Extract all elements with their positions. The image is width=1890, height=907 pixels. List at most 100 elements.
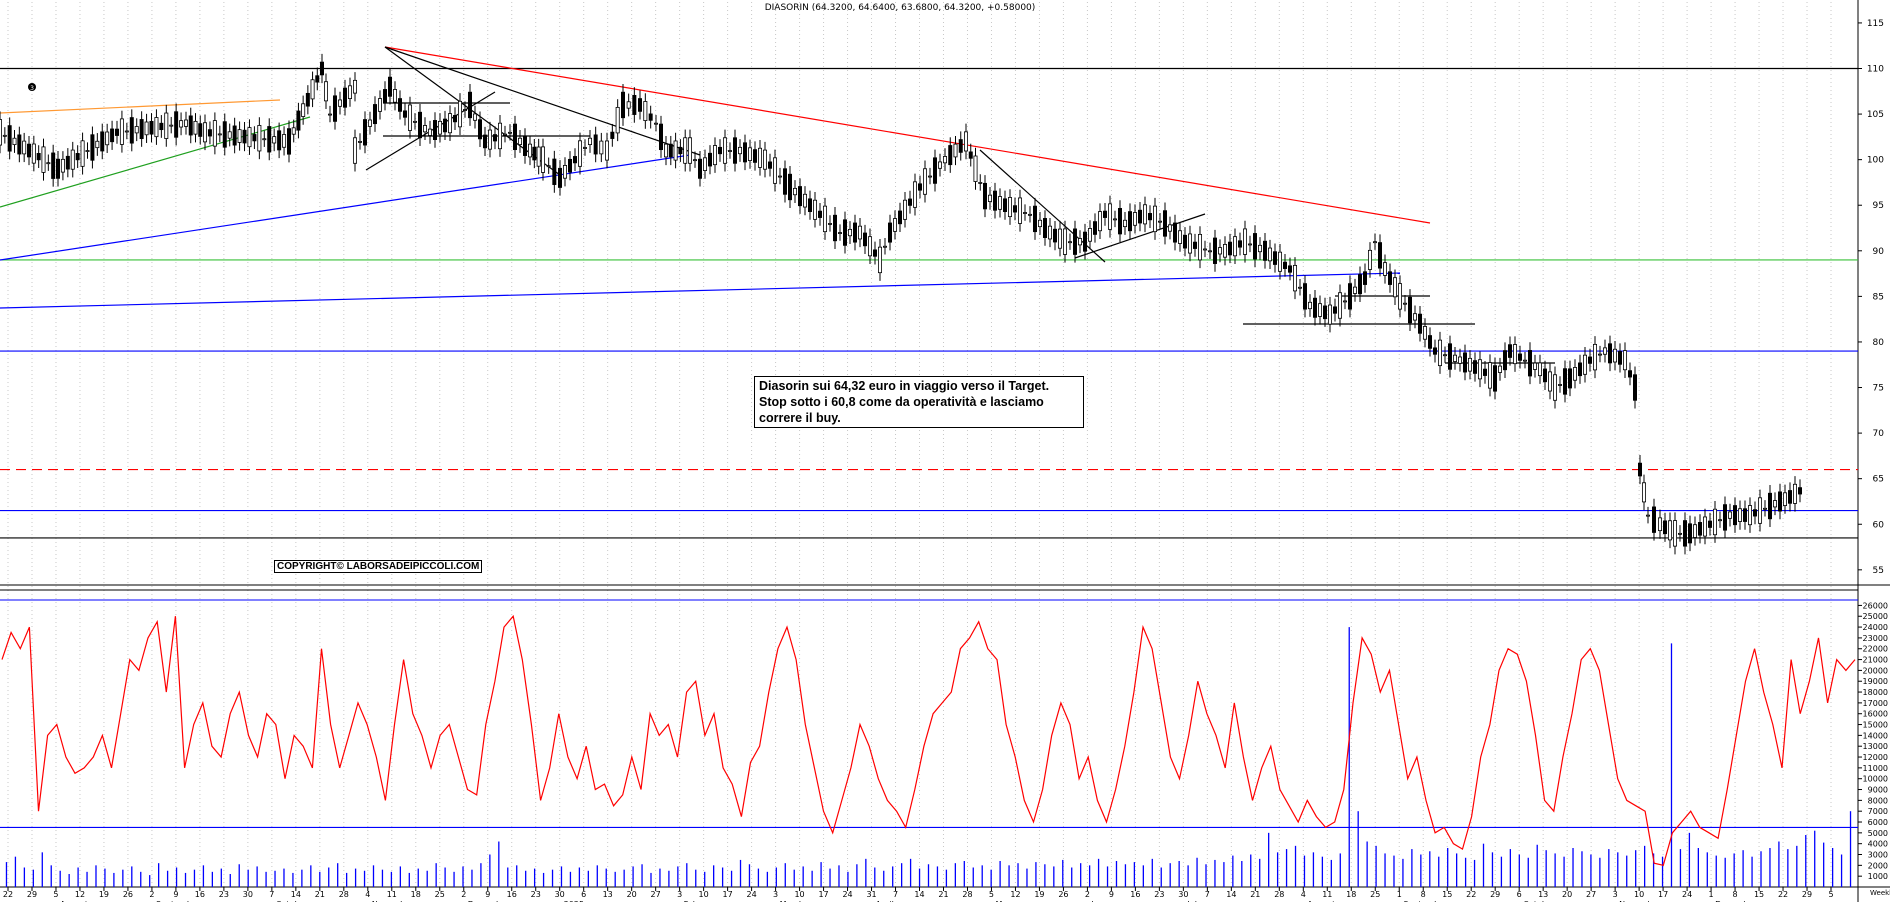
candle-body bbox=[342, 87, 347, 108]
candle-body bbox=[1138, 209, 1143, 224]
candle-body bbox=[347, 85, 352, 99]
date-tick-label: 2 bbox=[149, 890, 154, 899]
candle-body bbox=[1553, 374, 1558, 401]
candle-body bbox=[1708, 520, 1713, 528]
volume-tick-label: 16000 bbox=[1863, 710, 1888, 719]
candle-body bbox=[659, 123, 664, 151]
volume-tick-label: 1000 bbox=[1868, 872, 1888, 881]
candle-body bbox=[377, 98, 382, 112]
candle-body bbox=[272, 136, 277, 144]
date-tick-label: 2 bbox=[461, 890, 466, 899]
date-tick-label: 28 bbox=[962, 890, 972, 899]
candle-body bbox=[1563, 368, 1568, 395]
candle-body bbox=[7, 125, 12, 152]
candle-body bbox=[1008, 197, 1013, 218]
candle-body bbox=[1638, 462, 1643, 477]
date-tick-label: 24 bbox=[842, 890, 852, 899]
candle-body bbox=[1373, 241, 1378, 244]
candle-body bbox=[673, 140, 678, 161]
candle-body bbox=[1448, 343, 1453, 370]
candle-body bbox=[1313, 297, 1318, 318]
candle-body bbox=[723, 137, 728, 164]
candle-body bbox=[1663, 520, 1668, 535]
candle-body bbox=[1188, 233, 1193, 254]
candle-body bbox=[472, 113, 477, 121]
candle-body bbox=[1038, 219, 1043, 228]
candle-body bbox=[838, 232, 843, 234]
candle-body bbox=[1728, 511, 1733, 519]
date-tick-label: 29 bbox=[1490, 890, 1500, 899]
candle-body bbox=[1748, 505, 1753, 526]
candle-body bbox=[202, 122, 207, 143]
candle-body bbox=[1788, 490, 1793, 504]
date-tick-label: 5 bbox=[53, 890, 58, 899]
date-tick-label: 8 bbox=[1421, 890, 1426, 899]
candle-body bbox=[610, 131, 615, 139]
candle-body bbox=[487, 129, 492, 150]
candle-body bbox=[17, 134, 22, 155]
candle-body bbox=[1298, 286, 1303, 289]
candle-body bbox=[1398, 283, 1403, 310]
candle-body bbox=[1318, 303, 1323, 317]
volume-tick-label: 3000 bbox=[1868, 851, 1888, 860]
candle-body bbox=[1013, 205, 1018, 213]
candle-body bbox=[169, 124, 174, 127]
candle-body bbox=[1458, 356, 1463, 364]
candle-body bbox=[713, 145, 718, 166]
candle-body bbox=[993, 190, 998, 211]
candle-body bbox=[888, 222, 893, 243]
volume-tick-label: 14000 bbox=[1863, 731, 1888, 740]
price-tick-label: 90 bbox=[1873, 247, 1885, 257]
candle-body bbox=[523, 136, 528, 156]
candle-body bbox=[788, 173, 793, 201]
date-tick-label: 4 bbox=[365, 890, 370, 899]
candle-body bbox=[1678, 532, 1683, 535]
candle-body bbox=[397, 98, 402, 112]
candle-body bbox=[778, 175, 783, 178]
candle-body bbox=[513, 123, 518, 151]
price-tick-label: 75 bbox=[1873, 384, 1884, 394]
candle-body bbox=[1593, 343, 1598, 371]
candle-body bbox=[1688, 523, 1693, 544]
candle-body bbox=[708, 152, 713, 167]
candle-body bbox=[943, 156, 948, 164]
date-tick-label: 22 bbox=[3, 890, 13, 899]
date-tick-label: 4 bbox=[1301, 890, 1306, 899]
candle-body bbox=[1733, 505, 1738, 526]
volume-tick-label: 7000 bbox=[1868, 807, 1888, 816]
candle-body bbox=[948, 145, 953, 166]
candle-body bbox=[1118, 208, 1123, 235]
candle-body bbox=[1768, 492, 1773, 520]
candle-body bbox=[678, 146, 683, 155]
price-tick-label: 70 bbox=[1873, 429, 1885, 439]
candle-body bbox=[918, 183, 923, 191]
candle-body bbox=[768, 161, 773, 169]
trend-line bbox=[0, 272, 1401, 309]
candle-body bbox=[1763, 507, 1768, 510]
candle-body bbox=[367, 119, 372, 127]
candle-body bbox=[252, 134, 257, 142]
candle-body bbox=[1703, 516, 1708, 537]
candle-body bbox=[783, 168, 788, 195]
candle-body bbox=[1673, 520, 1678, 547]
candle-body bbox=[928, 175, 933, 178]
candle-body bbox=[427, 128, 432, 136]
volume-tick-label: 11000 bbox=[1863, 764, 1888, 773]
candle-body bbox=[843, 219, 848, 246]
candle-body bbox=[56, 158, 61, 179]
candle-body bbox=[1098, 211, 1103, 232]
candle-body bbox=[60, 158, 65, 173]
date-tick-label: 27 bbox=[651, 890, 661, 899]
date-tick-label: 6 bbox=[581, 890, 586, 899]
candle-body bbox=[528, 143, 533, 158]
candle-body bbox=[70, 149, 75, 170]
candle-body bbox=[95, 140, 100, 149]
candle-body bbox=[310, 79, 315, 100]
candle-body bbox=[51, 152, 56, 179]
analysis-note-line1: Diasorin sui 64,32 euro in viaggio verso… bbox=[759, 379, 1050, 393]
candle-body bbox=[149, 120, 154, 135]
candle-body bbox=[546, 165, 551, 168]
candle-body bbox=[1238, 240, 1243, 248]
date-tick-label: 10 bbox=[699, 890, 709, 899]
candle-body bbox=[923, 168, 928, 195]
